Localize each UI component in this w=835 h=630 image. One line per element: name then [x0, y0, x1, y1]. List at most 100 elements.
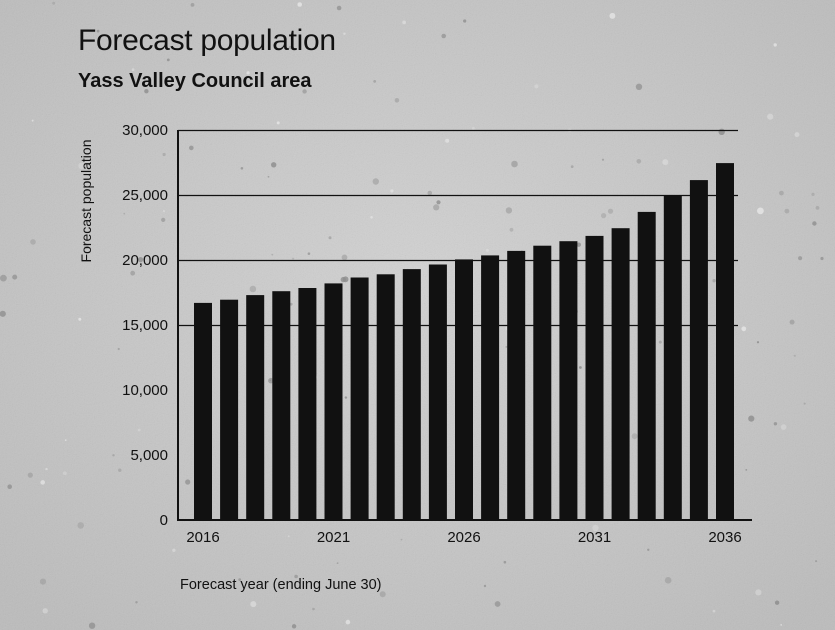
speckle — [336, 562, 339, 564]
speckle — [250, 601, 257, 608]
x-tick-label: 2036 — [708, 529, 741, 546]
bar-2028 — [507, 250, 526, 520]
speckle — [780, 624, 783, 626]
speckle — [52, 1, 56, 5]
speckle — [287, 535, 290, 538]
speckle — [42, 608, 48, 614]
y-tick-label: 25,000 — [122, 187, 168, 204]
speckle — [271, 253, 274, 256]
speckle — [712, 609, 716, 613]
speckle — [636, 159, 642, 164]
speckle — [336, 5, 342, 11]
speckle — [343, 32, 346, 35]
speckle — [789, 319, 795, 325]
speckle — [774, 600, 780, 605]
speckle — [463, 19, 467, 23]
speckle — [131, 68, 135, 72]
speckle — [144, 89, 149, 94]
y-tick-label: 5,000 — [130, 447, 168, 464]
speckle — [83, 244, 89, 250]
speckle — [96, 29, 100, 33]
bar-2021 — [324, 283, 343, 520]
speckle — [240, 167, 244, 170]
speckle — [471, 126, 475, 130]
bar-2029 — [533, 245, 552, 520]
speckle — [372, 178, 379, 185]
speckle — [292, 257, 295, 260]
speckle — [441, 33, 447, 39]
speckle — [341, 254, 348, 261]
bar-2023 — [376, 274, 395, 520]
speckle — [271, 162, 277, 168]
y-axis-ticks: 0 5,000 10,000 15,000 20,000 25,000 30,000 — [122, 122, 168, 529]
speckle — [390, 189, 394, 193]
speckle — [138, 257, 144, 263]
y-tick-label: 0 — [160, 512, 168, 529]
speckle — [592, 524, 599, 532]
speckle — [601, 213, 607, 219]
speckle — [246, 71, 250, 75]
speckle — [647, 548, 650, 551]
speckle — [190, 3, 195, 7]
speckle — [664, 577, 672, 584]
speckle — [302, 89, 307, 94]
bar-2035 — [689, 180, 708, 520]
speckle — [576, 242, 581, 247]
speckle — [511, 160, 518, 168]
x-axis-ticks: 2016 2021 2026 2031 2036 — [186, 529, 741, 546]
bar-2025 — [428, 264, 447, 520]
bar-2034 — [663, 195, 682, 520]
speckle — [601, 158, 605, 161]
speckle — [328, 236, 332, 240]
speckle — [400, 538, 403, 541]
speckle — [289, 302, 293, 306]
speckle — [63, 471, 67, 476]
speckle — [249, 285, 257, 293]
speckle — [291, 624, 297, 629]
speckle — [433, 204, 440, 211]
speckle — [811, 192, 815, 196]
speckle — [784, 208, 790, 214]
speckle — [370, 216, 373, 219]
speckle — [394, 98, 400, 103]
speckle — [607, 208, 614, 214]
speckle — [820, 256, 824, 261]
speckle — [307, 252, 311, 255]
speckle — [757, 207, 764, 215]
speckle — [185, 479, 191, 485]
speckle — [767, 113, 774, 120]
speckle — [112, 454, 115, 457]
speckle — [741, 326, 747, 332]
speckle — [7, 484, 12, 490]
speckle — [485, 248, 489, 252]
bar-2036 — [716, 163, 734, 520]
speckle — [78, 317, 82, 321]
speckle — [30, 239, 36, 245]
speckle — [779, 190, 784, 196]
speckle — [756, 341, 760, 344]
speckle — [505, 345, 508, 348]
speckle — [64, 439, 67, 442]
speckle — [373, 80, 377, 83]
speckle — [748, 415, 755, 422]
speckle — [803, 402, 806, 405]
bar-2026 — [455, 259, 473, 520]
bar-2022 — [350, 277, 369, 520]
speckle — [745, 469, 748, 471]
speckle — [815, 560, 818, 563]
bar-2018 — [246, 295, 265, 520]
speckle — [31, 119, 34, 122]
speckle — [12, 274, 18, 280]
y-tick-label: 10,000 — [122, 382, 168, 399]
speckle — [509, 227, 514, 232]
speckle — [483, 584, 487, 588]
speckle — [780, 424, 787, 430]
speckle — [238, 578, 242, 582]
bar-2016 — [194, 302, 212, 520]
speckle — [162, 152, 166, 157]
speckle — [658, 340, 662, 344]
speckle — [505, 207, 513, 214]
y-axis-label: Forecast population — [78, 140, 94, 263]
speckle — [635, 83, 643, 91]
